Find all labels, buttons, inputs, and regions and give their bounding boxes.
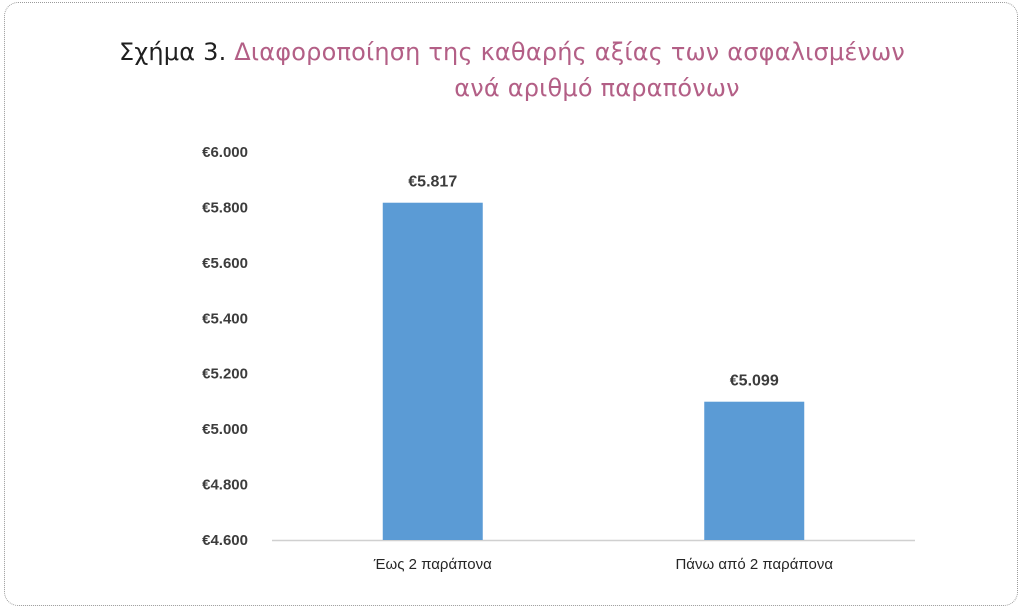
y-tick-label: €5.800 — [202, 199, 248, 216]
chart-title: Σχήμα 3. Διαφοροποίηση της καθαρής αξίας… — [0, 34, 1024, 106]
y-tick-label: €4.800 — [202, 477, 248, 494]
chart-frame — [4, 2, 1018, 606]
y-tick-label: €5.400 — [202, 310, 248, 327]
y-tick-label: €6.000 — [202, 144, 248, 161]
chart-title-line-1: Διαφοροποίηση της καθαρής αξίας των ασφα… — [234, 38, 906, 66]
y-tick-label: €5.600 — [202, 255, 248, 272]
y-tick-label: €4.600 — [202, 532, 248, 549]
bar-2 — [704, 401, 805, 540]
bar-1 — [382, 202, 483, 540]
x-category-label: Έως 2 παράπονα — [373, 556, 492, 573]
figure-number: Σχήμα 3. — [118, 38, 227, 66]
data-label: €5.099 — [730, 373, 779, 390]
y-tick-label: €5.200 — [202, 366, 248, 383]
x-category-label: Πάνω από 2 παράπονα — [675, 556, 833, 573]
chart-title-line-2: ανά αριθμό παραπόνων — [454, 74, 740, 102]
y-tick-label: €5.000 — [202, 421, 248, 438]
data-label: €5.817 — [408, 174, 457, 191]
